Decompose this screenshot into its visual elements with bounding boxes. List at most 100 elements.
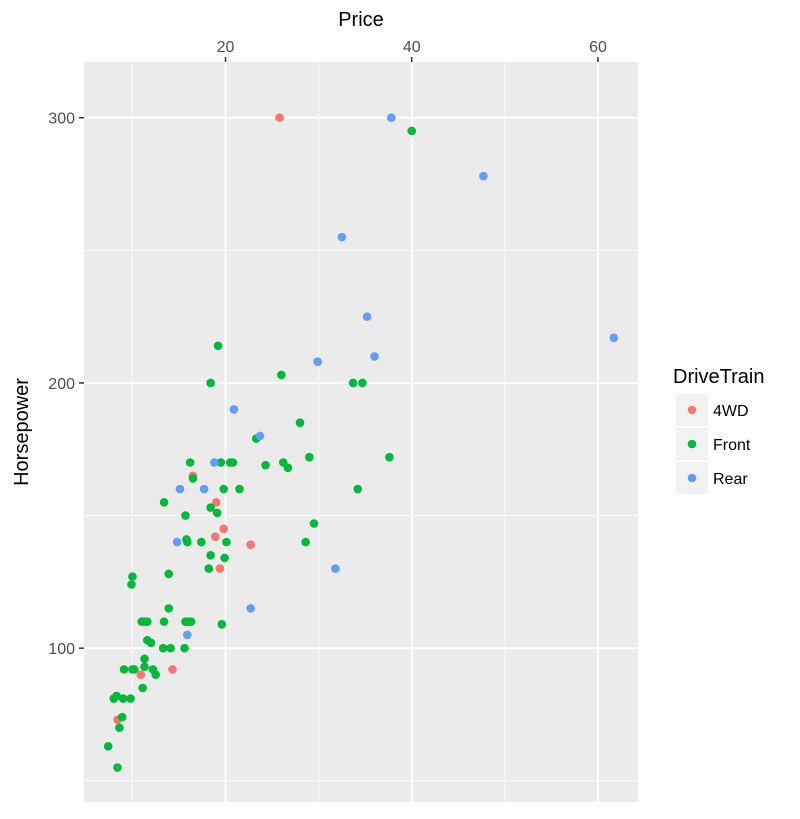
point-rear <box>370 352 379 361</box>
point-4wd <box>136 670 146 679</box>
point-front <box>159 497 169 507</box>
point-front <box>309 519 319 528</box>
legend-dot-icon <box>687 473 697 483</box>
point-front <box>216 458 226 467</box>
point-front <box>117 712 127 722</box>
point-front <box>407 126 417 136</box>
point-front <box>301 537 310 547</box>
point-front <box>220 553 229 563</box>
minor-gridlines <box>84 62 638 802</box>
point-4wd <box>210 532 220 542</box>
point-4wd <box>168 665 177 674</box>
point-rear <box>337 232 347 242</box>
point-front <box>206 503 215 512</box>
point-rear <box>229 405 239 414</box>
legend-dot-icon <box>687 439 697 449</box>
x-tick-label: 60 <box>589 39 607 56</box>
point-front <box>126 694 135 703</box>
point-front <box>186 617 196 626</box>
point-rear <box>362 312 372 321</box>
point-front <box>261 460 270 470</box>
point-rear <box>175 484 185 494</box>
point-rear <box>246 604 255 613</box>
point-front <box>219 484 228 494</box>
legend-title: DriveTrain <box>673 366 765 388</box>
point-front <box>127 580 136 589</box>
point-front <box>143 617 152 626</box>
point-front <box>197 537 206 547</box>
x-axis-title: Price <box>338 9 384 31</box>
point-rear <box>172 537 182 547</box>
point-front <box>204 564 214 573</box>
point-front <box>235 484 244 494</box>
point-rear <box>199 484 209 494</box>
point-front <box>129 665 139 674</box>
point-front <box>185 458 195 467</box>
legend-dot-icon <box>687 405 697 415</box>
point-front <box>158 643 168 653</box>
point-front <box>164 569 174 579</box>
point-4wd <box>219 524 228 534</box>
point-rear <box>331 564 340 573</box>
point-front <box>228 458 238 467</box>
point-front <box>118 694 128 703</box>
point-front <box>358 378 367 388</box>
point-front <box>183 537 192 547</box>
major-gridlines <box>84 62 638 802</box>
point-rear <box>313 357 323 367</box>
point-front <box>181 511 190 520</box>
point-front <box>217 619 227 629</box>
point-front <box>166 643 175 653</box>
point-rear <box>386 113 396 122</box>
point-rear <box>210 458 219 467</box>
point-front <box>103 742 113 751</box>
legend-label: 4WD <box>713 403 749 420</box>
x-tick-label: 20 <box>217 39 235 56</box>
point-front <box>305 452 314 462</box>
point-front <box>146 638 156 648</box>
legend-item-rear: Rear <box>676 462 748 494</box>
legend-label: Front <box>713 437 751 454</box>
point-front <box>119 665 129 674</box>
point-front <box>295 418 305 428</box>
point-4wd <box>246 540 255 550</box>
point-front <box>277 370 286 380</box>
legend: DriveTrain 4WD Front Rear <box>673 366 765 494</box>
point-front <box>385 452 394 462</box>
point-front <box>128 572 137 581</box>
point-front <box>222 537 231 547</box>
point-front <box>213 341 223 351</box>
point-rear <box>479 171 488 181</box>
point-front <box>206 378 215 388</box>
x-tick-label: 40 <box>403 39 421 56</box>
point-front <box>348 378 358 388</box>
point-front <box>140 662 149 672</box>
point-front <box>140 654 149 664</box>
y-tick-label: 100 <box>48 641 75 658</box>
point-front <box>180 643 189 653</box>
point-rear <box>183 630 192 640</box>
point-front <box>138 683 147 693</box>
point-front <box>164 604 174 613</box>
legend-label: Rear <box>713 471 748 488</box>
point-front <box>188 474 198 483</box>
point-front <box>353 484 363 494</box>
point-4wd <box>215 564 225 573</box>
legend-item-4wd: 4WD <box>676 394 749 426</box>
point-front <box>159 617 169 626</box>
y-axis-ticks: 100 200 300 <box>48 111 84 658</box>
point-front <box>115 723 124 733</box>
point-front <box>206 551 215 560</box>
panel-background <box>84 62 638 802</box>
point-rear <box>609 333 619 343</box>
point-front <box>151 670 160 679</box>
point-front <box>283 463 293 473</box>
x-axis-ticks: 20 40 60 <box>217 39 607 62</box>
point-front <box>112 691 121 701</box>
legend-item-front: Front <box>676 428 751 460</box>
point-front <box>113 763 122 772</box>
point-4wd <box>275 113 284 122</box>
point-rear <box>255 431 265 441</box>
y-tick-label: 200 <box>48 376 75 393</box>
